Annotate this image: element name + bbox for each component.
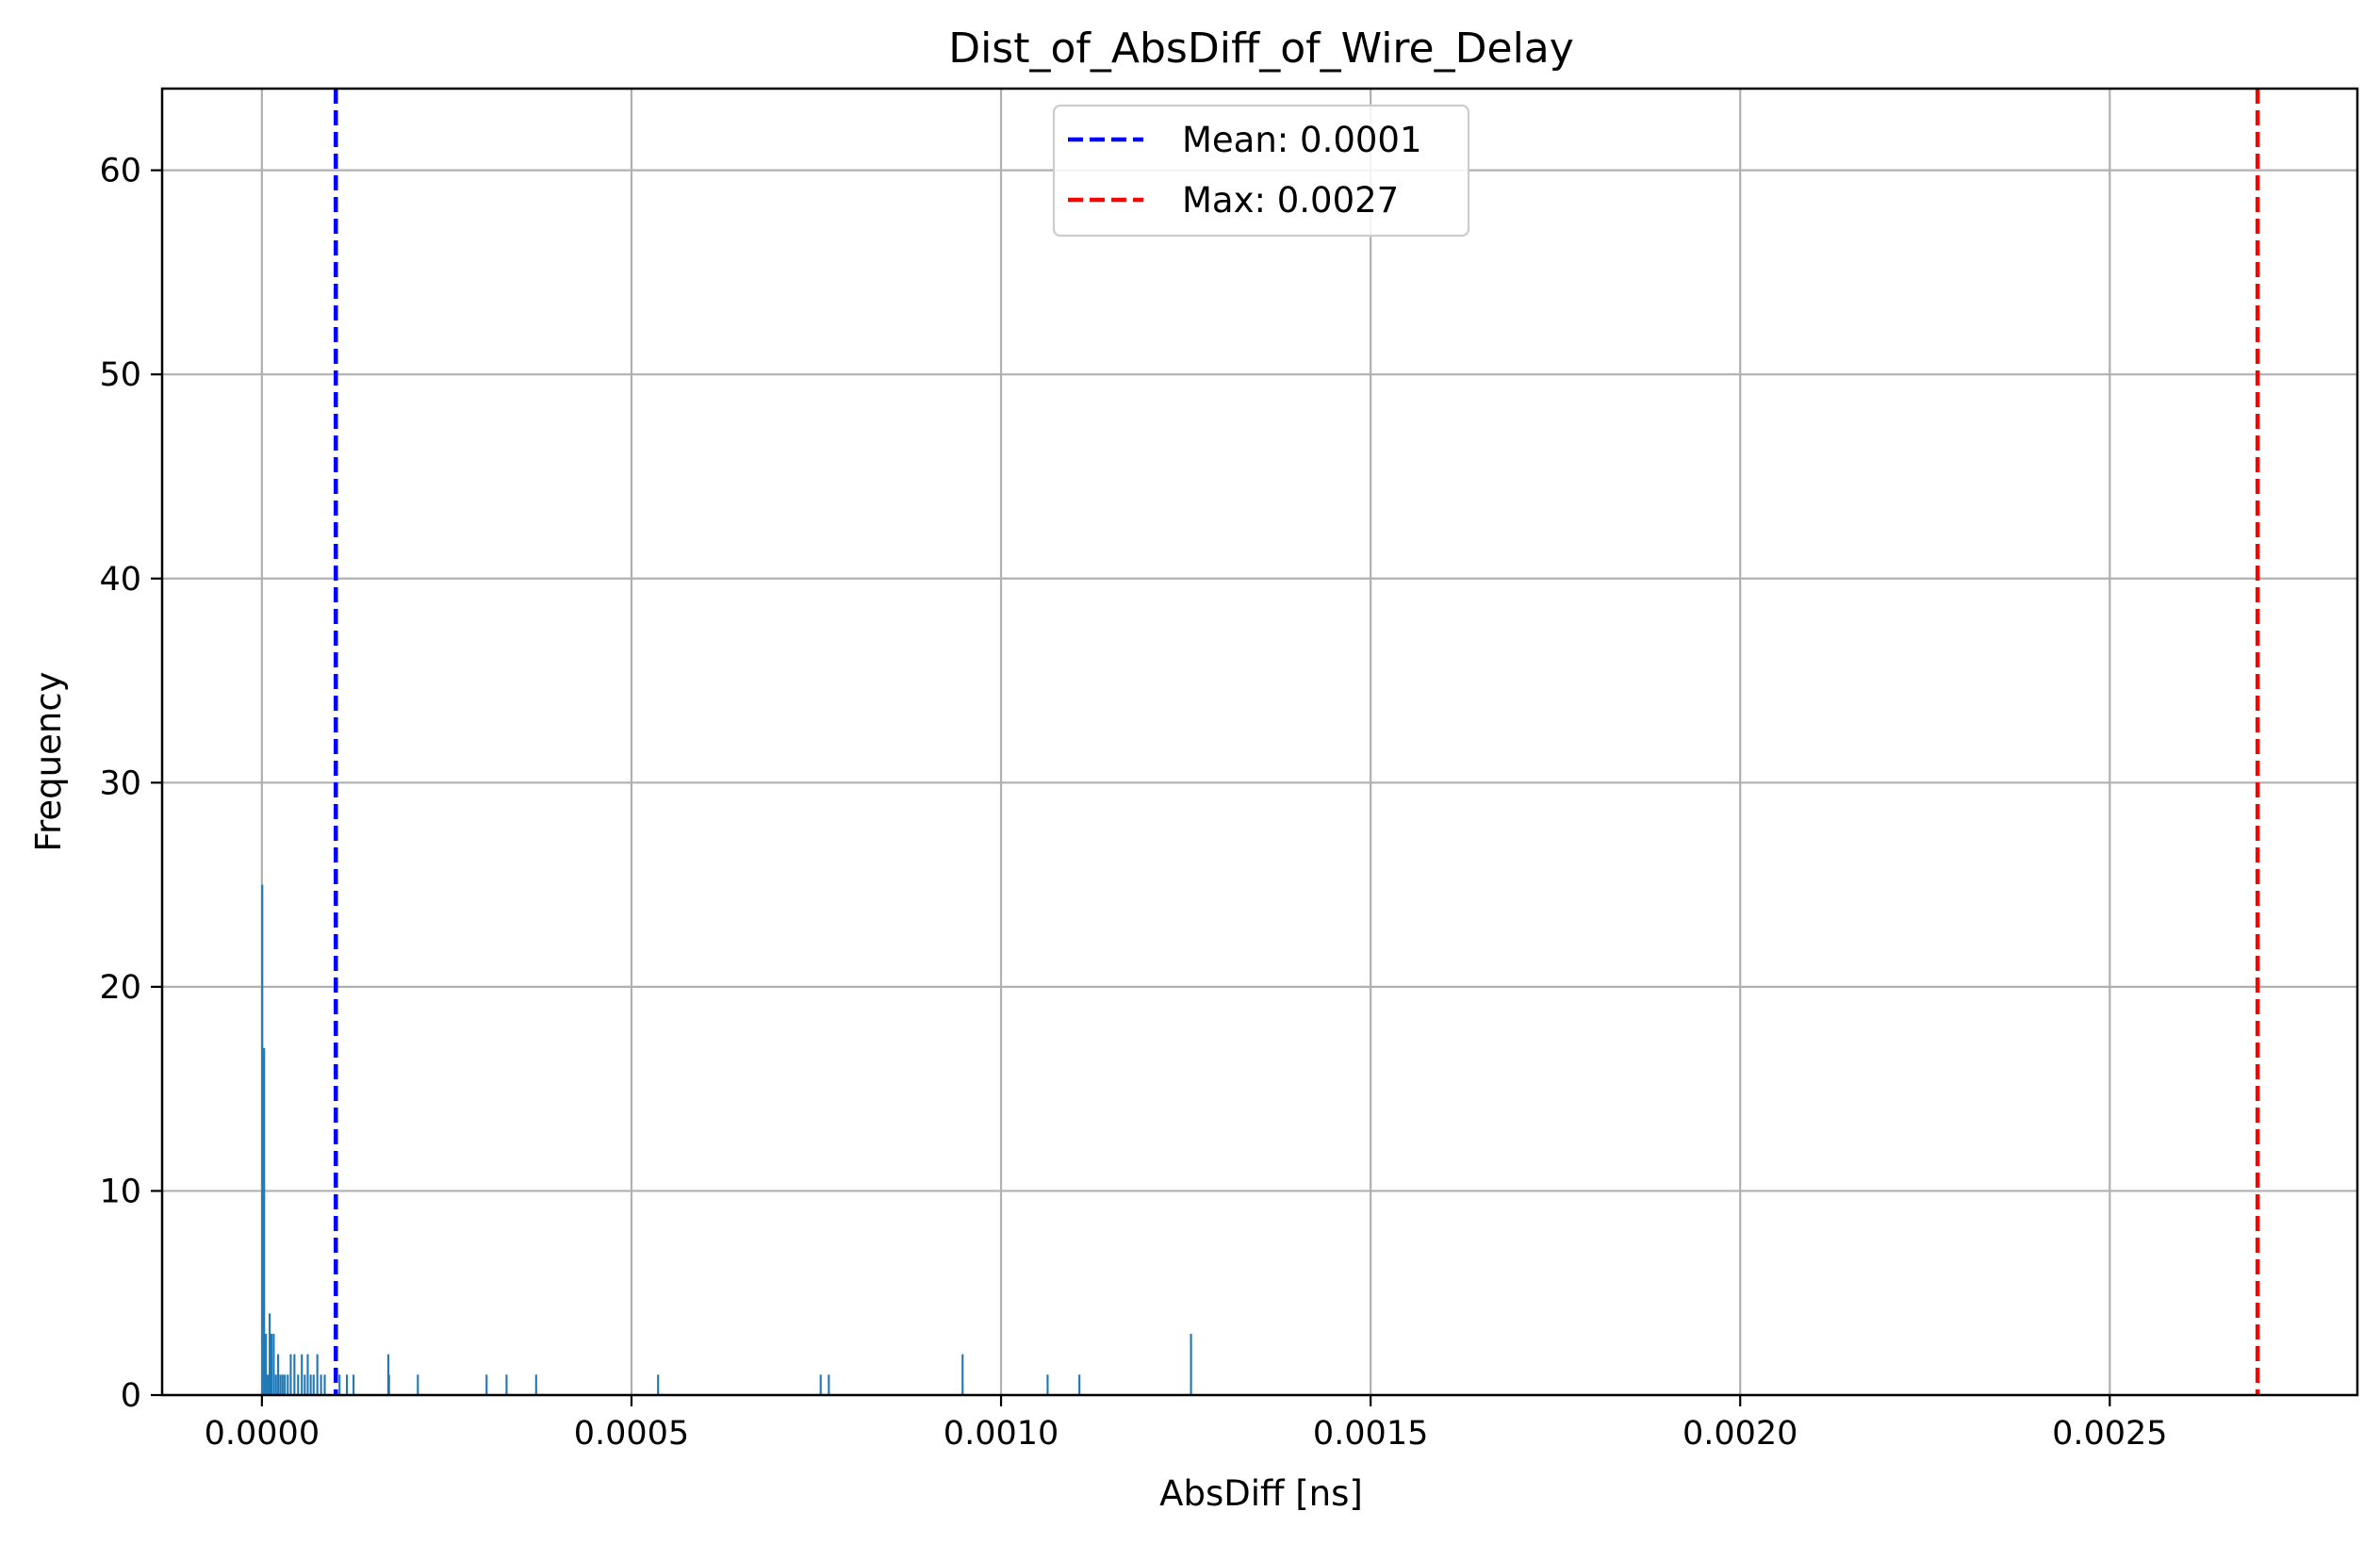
histogram-bar (485, 1374, 488, 1395)
histogram-bar (279, 1374, 282, 1395)
histogram-bar (819, 1374, 822, 1395)
x-axis-label: AbsDiff [ns] (1159, 1473, 1363, 1514)
histogram-bar (274, 1374, 277, 1395)
histogram-bar (263, 1047, 266, 1395)
histogram-bar (323, 1374, 326, 1395)
histogram-bar (269, 1313, 271, 1395)
histogram-bar (353, 1374, 355, 1395)
histogram-bar (657, 1374, 660, 1395)
histogram-bar (309, 1374, 312, 1395)
histogram-bar (287, 1374, 289, 1395)
chart-title: Dist_of_AbsDiff_of_Wire_Delay (948, 25, 1574, 73)
histogram-bar (338, 1374, 341, 1395)
legend: Mean: 0.0001 Max: 0.0027 (1052, 104, 1470, 238)
histogram-bar (306, 1354, 309, 1395)
histogram-bar (304, 1374, 306, 1395)
y-tick-label: 50 (99, 356, 141, 394)
histogram-bar (961, 1354, 964, 1395)
plot-area-frame (160, 87, 2359, 1397)
histogram-bar (1190, 1334, 1192, 1395)
y-axis-label: Frequency (28, 671, 69, 851)
histogram-bars (261, 884, 1192, 1395)
histogram-bar (320, 1374, 322, 1395)
x-tick-label: 0.0000 (205, 1415, 320, 1453)
x-tick-label: 0.0020 (1682, 1415, 1797, 1453)
histogram-bar (417, 1374, 419, 1395)
histogram-bar (345, 1374, 349, 1395)
y-tick-label: 30 (99, 764, 141, 802)
histogram-bar (284, 1374, 287, 1395)
histogram-bar (289, 1354, 292, 1395)
legend-label-max: Max: 0.0027 (1182, 180, 1399, 221)
legend-box (1052, 104, 1470, 238)
y-tick-label: 40 (99, 561, 141, 599)
y-tick-label: 0 (121, 1377, 141, 1415)
histogram-bar (281, 1374, 284, 1395)
grid-lines (162, 89, 2357, 1397)
axis-ticks: 0.0000 0.0005 0.0010 0.0015 0.0020 0.0025 0 10 2… (99, 153, 2167, 1453)
reference-lines (334, 89, 2260, 1395)
x-tick-label: 0.0025 (2052, 1415, 2167, 1453)
histogram-bar (312, 1374, 315, 1395)
y-tick-label: 20 (99, 969, 141, 1007)
histogram-bar (316, 1354, 319, 1395)
histogram-bar (505, 1374, 508, 1395)
histogram-bar (272, 1334, 275, 1395)
histogram-bar (261, 884, 264, 1395)
histogram-bar (277, 1354, 280, 1395)
x-tick-label: 0.0010 (944, 1415, 1059, 1453)
histogram-bar (1046, 1374, 1049, 1395)
histogram-bar (293, 1354, 296, 1395)
histogram-bar (1078, 1374, 1081, 1395)
histogram-bar (828, 1374, 830, 1395)
histogram-bar (301, 1354, 304, 1395)
histogram-bar (270, 1334, 273, 1395)
histogram-bar (265, 1334, 268, 1395)
histogram-bar (297, 1374, 300, 1395)
histogram-bar (387, 1374, 390, 1395)
histogram-bar (534, 1374, 537, 1395)
x-tick-label: 0.0015 (1313, 1415, 1428, 1453)
x-tick-label: 0.0005 (574, 1415, 689, 1453)
legend-label-mean: Mean: 0.0001 (1182, 120, 1422, 160)
y-tick-label: 60 (99, 153, 141, 190)
y-tick-label: 10 (99, 1173, 141, 1210)
histogram-bar (267, 1374, 270, 1395)
